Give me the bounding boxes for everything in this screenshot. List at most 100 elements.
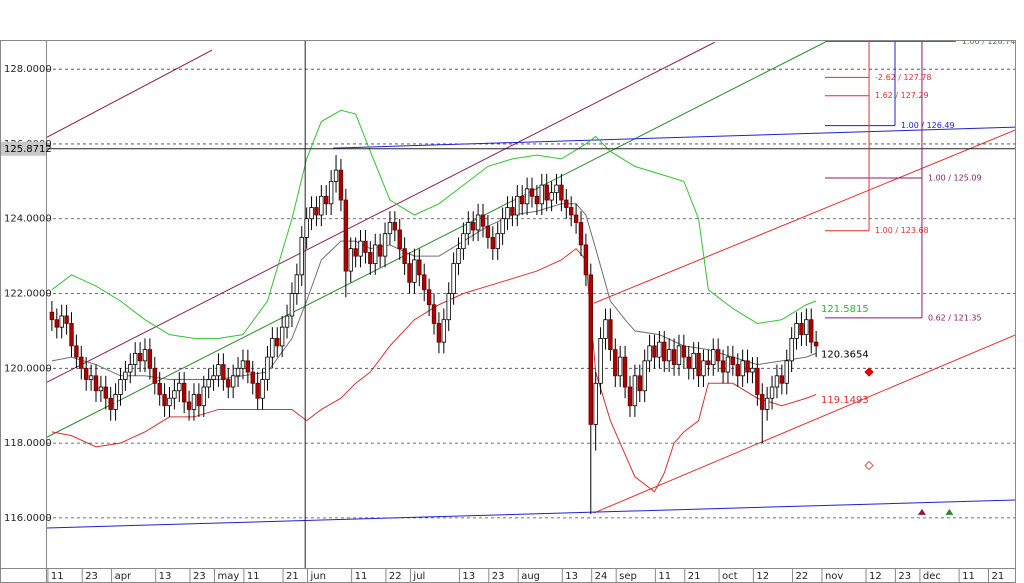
- x-tick-label: 11: [247, 571, 260, 582]
- candle-body: [666, 349, 672, 362]
- candle-body: [343, 199, 349, 272]
- candle-body: [471, 222, 476, 231]
- candle-body: [235, 367, 241, 377]
- candle-body: [289, 293, 295, 317]
- trend-line: [593, 334, 1015, 514]
- candle-body: [573, 214, 579, 223]
- x-tick-label: oct: [722, 571, 738, 582]
- candle-body: [333, 169, 339, 182]
- candle-body: [794, 323, 799, 339]
- candle-body: [539, 184, 544, 205]
- candle-body: [701, 360, 706, 377]
- x-tick-label: 23: [193, 571, 206, 582]
- candle-body: [162, 394, 167, 407]
- candle-body: [544, 184, 549, 201]
- candle-body: [172, 390, 177, 399]
- y-tick-label: 122.0000: [4, 289, 52, 300]
- x-tick-label: jul: [412, 571, 425, 582]
- x-tick-label: nov: [825, 571, 843, 582]
- candle-body: [505, 207, 510, 220]
- candle-body: [294, 274, 300, 294]
- candle-body: [284, 315, 290, 328]
- candle-body: [118, 379, 123, 395]
- candle-body: [515, 195, 520, 216]
- candle-body: [314, 207, 319, 216]
- crosshair-label: 125.8712: [4, 144, 52, 155]
- x-tick-label: 11: [51, 571, 64, 582]
- candle-body: [799, 323, 804, 336]
- candle-body: [83, 367, 89, 380]
- candle-body: [108, 397, 113, 410]
- x-tick-label: apr: [115, 571, 132, 582]
- x-tick-label: 11: [658, 571, 671, 582]
- candle-body: [559, 184, 564, 201]
- candle-body: [54, 319, 59, 328]
- level-label: 1.00 / 125.09: [928, 173, 982, 182]
- candle-body: [431, 304, 437, 324]
- candle-body: [93, 375, 99, 392]
- candle-body: [226, 379, 231, 388]
- candle-body: [706, 360, 711, 365]
- y-tick-label: 124.0000: [4, 214, 52, 225]
- plot-area: 1.00 / 128.74 -2.62 / 127.78 1.62 / 127.29…: [47, 41, 1015, 568]
- candle-body: [789, 338, 794, 362]
- candle-body: [681, 345, 687, 358]
- candle-body: [270, 338, 275, 358]
- candle-body: [59, 315, 64, 328]
- candle-body: [510, 207, 515, 216]
- candle-body: [711, 349, 716, 365]
- candle-body: [436, 323, 442, 343]
- x-tick-label: 22: [796, 571, 809, 582]
- x-tick-label: 22: [389, 571, 402, 582]
- overlay-line: [51, 109, 817, 339]
- candle-body: [774, 375, 780, 388]
- x-tick-label: may: [217, 571, 239, 582]
- candle-body: [598, 338, 603, 384]
- marker: [864, 460, 874, 471]
- candle-body: [240, 360, 246, 369]
- trend-line: [333, 126, 1015, 149]
- candle-body: [603, 319, 608, 339]
- candle-body: [622, 356, 628, 388]
- candle-body: [382, 233, 388, 257]
- trend-line: [593, 129, 1015, 304]
- trend-line: [47, 499, 1015, 529]
- candle-body: [353, 248, 358, 257]
- candle-body: [128, 364, 133, 373]
- candle-body: [676, 345, 682, 365]
- x-tick-label: 21: [688, 571, 701, 582]
- x-tick-label: jun: [310, 571, 326, 582]
- candle-body: [613, 349, 618, 377]
- candle-body: [167, 397, 172, 407]
- candle-body: [466, 222, 471, 235]
- candle-body: [637, 375, 642, 392]
- candle-body: [441, 319, 447, 343]
- candle-body: [578, 222, 584, 246]
- trend-line: [47, 49, 213, 138]
- candle-body: [304, 218, 309, 238]
- candle-body: [417, 259, 422, 276]
- candle-body: [69, 323, 74, 347]
- x-tick-label: sep: [619, 571, 637, 582]
- candle-body: [255, 382, 260, 399]
- x-tick-label: 13: [462, 571, 475, 582]
- candle-body: [813, 341, 819, 347]
- marker: [917, 508, 926, 515]
- y-tick-label: 118.0000: [4, 438, 52, 449]
- axes: 116.0000 118.0000 120.0000 122.0000 124.0000…: [1, 64, 1004, 583]
- candle-body: [152, 367, 157, 384]
- candle-body: [632, 375, 638, 407]
- level-label: 1.62 / 127.29: [875, 91, 929, 100]
- candle-body: [524, 188, 530, 205]
- candle-body: [657, 341, 662, 358]
- candle-body: [740, 360, 745, 377]
- candle-body: [764, 397, 770, 410]
- candle-body: [730, 356, 736, 365]
- candle-body: [113, 394, 118, 410]
- marker: [864, 367, 874, 377]
- candle-body: [456, 248, 461, 265]
- x-tick-label: 23: [898, 571, 911, 582]
- candle-body: [686, 356, 691, 369]
- candle-body: [760, 394, 765, 410]
- candle-body: [216, 364, 221, 377]
